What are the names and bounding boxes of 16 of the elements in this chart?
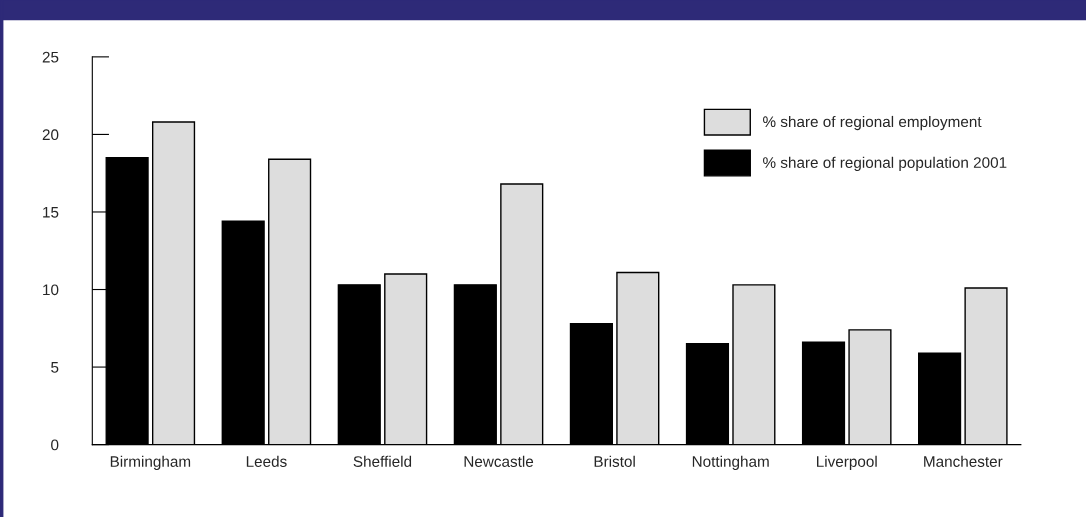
x-tick-label: Nottingham (692, 455, 769, 470)
y-tick-label: 15 (43, 207, 59, 218)
x-tick-label: Manchester (924, 455, 1003, 467)
legend-label: % share of regional population 2001 (763, 156, 1007, 171)
x-tick-label: Sheffield (353, 455, 412, 467)
x-tick-label: Newcastle (464, 455, 534, 467)
legend-label: % share of regional employment (763, 115, 982, 131)
y-tick-label: 20 (42, 129, 59, 141)
x-tick-label: Birmingham (110, 455, 191, 470)
x-tick-label: Bristol (594, 455, 635, 467)
y-tick-label: 25 (42, 51, 59, 63)
y-tick-label: 5 (51, 362, 59, 373)
x-tick-label: Liverpool (817, 455, 877, 470)
y-tick-label: 10 (43, 284, 59, 296)
y-tick-label: 0 (51, 439, 59, 451)
x-tick-label: Leeds (246, 455, 287, 467)
